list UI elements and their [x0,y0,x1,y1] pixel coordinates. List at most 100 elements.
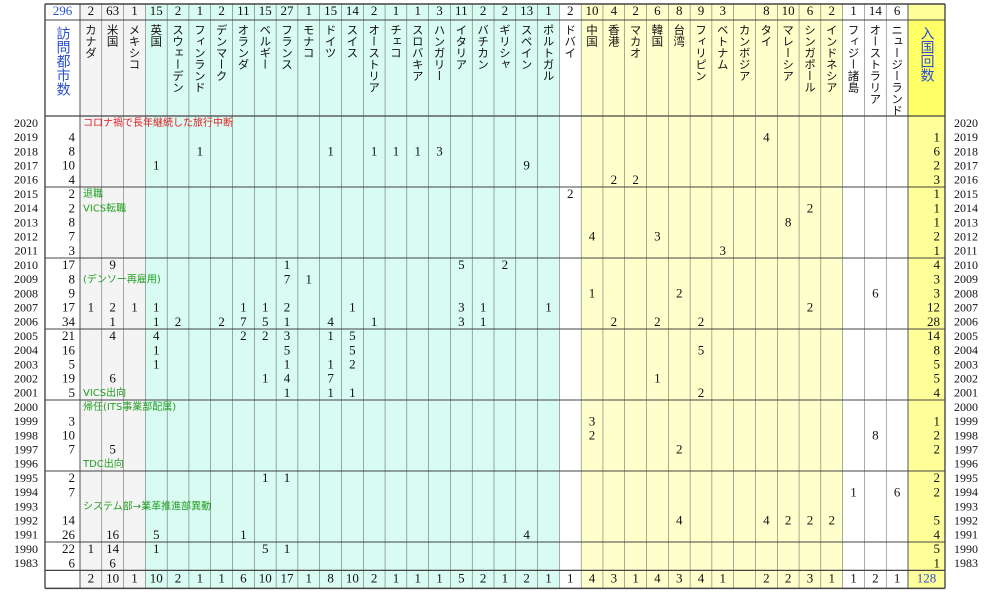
year-label: 2020 [954,116,978,130]
country-header: オランダ [236,24,250,70]
entries-count: 3 [934,172,941,187]
entries-count: 14 [927,328,941,343]
year-label: 2011 [954,244,978,258]
visit-count: 1 [327,328,334,343]
year-label: 1992 [954,513,978,527]
country-total: 1 [502,570,509,585]
entries-count: 1 [934,129,941,144]
year-label: 1993 [14,499,38,513]
visit-count: 3 [436,143,443,158]
visit-count: 1 [284,385,291,400]
visit-count: 8 [785,214,792,229]
country-total: 6 [807,3,814,18]
year-label: 2019 [14,130,38,144]
country-header: マレーシア [781,24,795,82]
entries-header: 入国回数 [919,26,935,82]
entries-count: 2 [934,470,941,485]
entries-count: 1 [934,186,941,201]
visit-count: 1 [284,541,291,556]
entries-count: 6 [934,143,941,158]
visit-count: 1 [850,484,857,499]
cities-count: 8 [69,214,76,229]
country-total: 1 [131,3,138,18]
visit-count: 5 [153,527,160,542]
country-column-bg [297,4,320,589]
country-total: 14 [346,3,360,18]
visit-count: 2 [676,285,683,300]
cities-count: 5 [69,356,76,371]
country-column-bg [232,4,255,589]
year-label: 2009 [954,272,978,286]
country-total: 1 [720,570,727,585]
visit-count: 5 [109,442,116,457]
visit-count: 9 [523,158,530,173]
country-total: 1 [197,570,204,585]
visit-count: 5 [349,328,356,343]
cities-count: 2 [69,470,76,485]
visit-count: 9 [109,257,116,272]
country-total: 8 [327,570,334,585]
year-label: 2010 [954,258,978,272]
country-total: 2 [502,3,509,18]
visit-count: 1 [88,541,95,556]
country-total: 1 [828,570,835,585]
year-label: 1983 [14,556,38,570]
visit-count: 1 [262,300,269,315]
country-total: 2 [480,3,487,18]
visit-count: 2 [109,300,116,315]
year-label: 2013 [954,215,978,229]
cities-count: 16 [62,342,76,357]
year-label: 2012 [954,229,978,243]
country-total: 2 [88,3,95,18]
entries-count: 2 [934,427,941,442]
visit-count: 3 [284,328,291,343]
year-label: 1983 [954,556,978,570]
country-column-bg [123,4,146,589]
visit-count: 4 [153,328,160,343]
visit-count: 2 [349,356,356,371]
country-total: 1 [545,3,552,18]
country-total: 1 [306,570,313,585]
cities-count: 19 [62,371,75,386]
country-header: スペイン [520,24,534,70]
entries-count: 3 [934,285,941,300]
year-label: 1991 [14,528,38,542]
visit-count: 4 [284,371,291,386]
year-label: 1999 [954,414,978,428]
country-column-bg [210,4,233,589]
visit-count: 5 [262,314,269,329]
country-total: 4 [611,3,618,18]
country-column-bg [581,4,603,589]
cities-count: 8 [69,271,76,286]
entries-count: 3 [934,271,941,286]
visit-count: 1 [393,143,400,158]
visit-count: 6 [894,484,901,499]
country-total: 1 [567,570,574,585]
country-column-bg [690,4,712,589]
country-header: ハンガリー [433,24,447,82]
visit-count: 1 [284,314,291,329]
country-total: 15 [150,3,163,18]
country-total: 8 [676,3,683,18]
year-label: 2014 [954,201,978,215]
country-column-bg [777,4,800,589]
year-label: 2004 [954,343,978,357]
cities-count: 22 [62,541,75,556]
entries-count: 28 [927,314,940,329]
year-label: 1992 [14,513,38,527]
visit-count: 2 [698,385,705,400]
year-label: 2005 [14,329,38,343]
visit-count: 1 [240,527,247,542]
year-label: 1990 [14,542,38,556]
country-header: スイス [345,24,359,59]
year-label: 1993 [954,499,978,513]
visit-count: 1 [284,470,291,485]
year-label: 2008 [954,286,978,300]
year-label: 2003 [14,357,38,371]
note: VICS転職 [83,202,126,214]
year-label: 1994 [14,485,38,499]
visit-count: 4 [676,513,683,528]
visit-count: 1 [327,385,334,400]
country-column-bg [668,4,691,589]
country-total: 2 [632,3,639,18]
